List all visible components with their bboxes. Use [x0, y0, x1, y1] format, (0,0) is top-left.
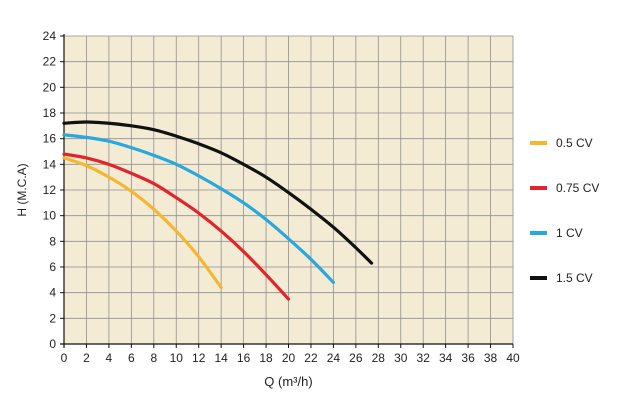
series-line-0-75-cv — [62, 152, 291, 301]
x-tick-label: 2 — [83, 351, 90, 365]
y-tick-label: 18 — [43, 106, 57, 120]
x-tick-label: 0 — [61, 351, 68, 365]
y-tick-label: 12 — [43, 183, 57, 197]
x-tick-label: 28 — [372, 351, 386, 365]
x-tick-label: 10 — [170, 351, 184, 365]
x-tick-label: 38 — [484, 351, 498, 365]
series-line-0-5-cv — [62, 156, 223, 290]
y-tick-label: 22 — [43, 55, 57, 69]
x-tick-label: 4 — [106, 351, 113, 365]
x-axis-title: Q (m³/h) — [264, 374, 312, 389]
y-axis-title: H (M.C.A) — [15, 163, 29, 216]
x-tick-label: 34 — [439, 351, 453, 365]
y-tick-label: 10 — [43, 209, 57, 223]
x-tick-label: 26 — [349, 351, 363, 365]
y-tick-label: 2 — [49, 311, 56, 325]
x-tick-label: 30 — [394, 351, 408, 365]
x-tick-label: 6 — [128, 351, 135, 365]
y-tick-label: 14 — [43, 157, 57, 171]
legend-label-1-cv: 1 CV — [556, 226, 583, 240]
x-tick-label: 12 — [192, 351, 206, 365]
x-tick-label: 32 — [417, 351, 431, 365]
legend-label-0-75-cv: 0.75 CV — [556, 181, 599, 195]
x-tick-labels: 0 2 4 6 8 10 12 14 16 18 20 22 24 26 28 30 32 34 36 38 40 — [61, 351, 520, 365]
y-tick-label: 6 — [49, 260, 56, 274]
series-curves — [62, 120, 374, 301]
series-line-1-cv — [62, 133, 335, 284]
x-tick-label: 40 — [506, 351, 520, 365]
y-tick-label: 8 — [49, 234, 56, 248]
series-line-1-5-cv — [62, 120, 374, 265]
axes — [60, 34, 514, 348]
legend-label-0-5-cv: 0.5 CV — [556, 136, 593, 150]
y-tick-label: 16 — [43, 132, 57, 146]
x-tick-label: 18 — [259, 351, 273, 365]
x-tick-label: 16 — [237, 351, 251, 365]
y-tick-label: 4 — [49, 286, 56, 300]
x-tick-label: 36 — [461, 351, 475, 365]
x-tick-label: 22 — [304, 351, 318, 365]
legend: 0.5 CV 0.75 CV 1 CV 1.5 CV — [530, 136, 599, 285]
legend-label-1-5-cv: 1.5 CV — [556, 271, 593, 285]
x-tick-label: 14 — [214, 351, 228, 365]
y-tick-label: 20 — [43, 80, 57, 94]
x-tick-label: 24 — [327, 351, 341, 365]
x-tick-label: 20 — [282, 351, 296, 365]
y-tick-label: 0 — [49, 337, 56, 351]
x-tick-label: 8 — [150, 351, 157, 365]
y-tick-label: 24 — [43, 29, 57, 43]
